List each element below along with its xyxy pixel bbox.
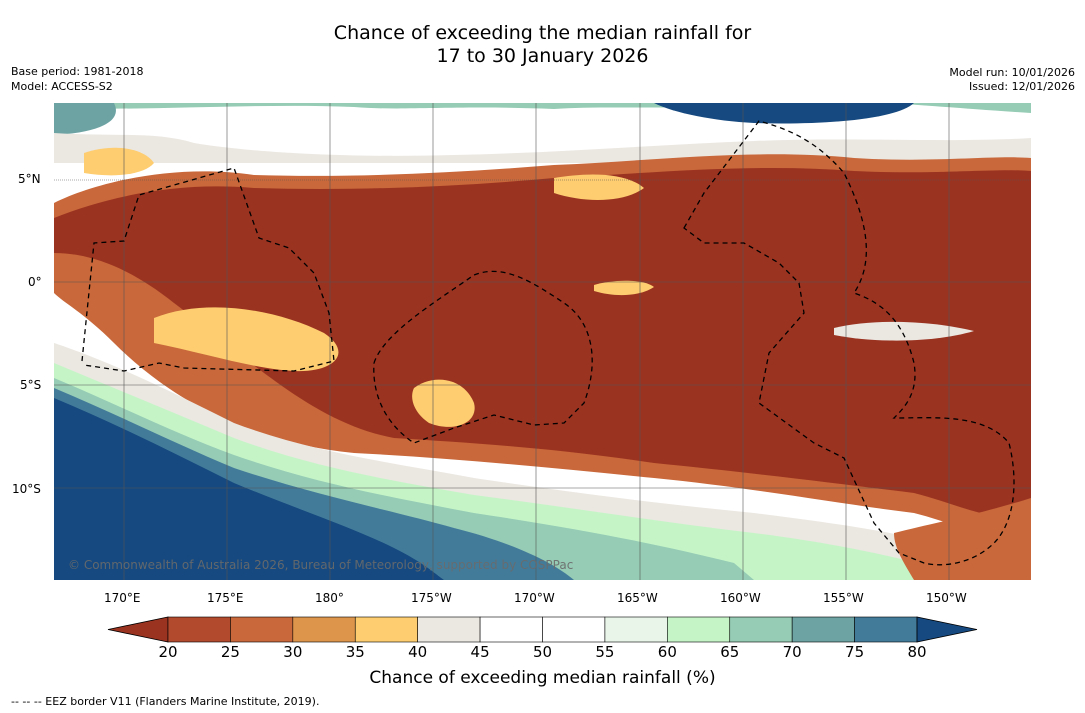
north-blue-patch [654,103,914,124]
colorbar-segment [604,616,668,643]
lon-label-160w: 160°W [720,591,761,605]
rainfall-map [54,103,1031,580]
map-title-line2: 17 to 30 January 2026 [436,45,649,67]
colorbar-segment [479,616,543,643]
lon-label-165w: 165°W [617,591,658,605]
colorbar-segment [354,616,418,643]
colorbar-segment [292,616,356,643]
colorbar-segment [729,616,793,643]
south-blue-band [54,398,444,580]
eez-borders [81,120,1015,566]
colorbar-segment [542,616,606,643]
colorbar-tick-label: 65 [720,643,740,661]
lon-label-150w: 150°W [926,591,967,605]
lat-label-5s: 5°S [20,378,42,392]
colorbar-tick-label: 25 [220,643,240,661]
lon-label-175w: 175°W [411,591,452,605]
colorbar-tick-label: 75 [845,643,865,661]
colorbar [107,616,978,643]
colorbar-segment [854,616,918,643]
gridlines [54,103,1031,580]
yellow-patch-equator [594,280,654,296]
colorbar-extend-low [107,616,169,643]
colorbar-tick-label: 35 [345,643,365,661]
lon-label-175e: 175°E [207,591,244,605]
copyright-note: © Commonwealth of Australia 2026, Bureau… [68,558,574,572]
colorbar-tick-label: 55 [595,643,615,661]
lon-label-180: 180° [315,591,344,605]
yellow-patch-west [154,307,339,372]
colorbar-tick-label: 60 [657,643,677,661]
lon-label-170e: 170°E [104,591,141,605]
lat-label-10s: 10°S [12,482,41,496]
light-patch-east [834,321,974,341]
rainfall-map-svg [54,103,1031,580]
eez-footnote: -- -- -- EEZ border V11 (Flanders Marine… [11,695,320,708]
colorbar-segment [230,616,294,643]
north-west-patch [54,103,116,135]
base-period: Base period: 1981-2018 [11,65,144,78]
colorbar-segment [667,616,731,643]
yellow-patch-northwest [84,147,154,176]
yellow-patch-north [554,174,644,200]
south-east-orange-patch [894,498,1031,580]
yellow-patch-central [412,379,475,427]
lon-label-155w: 155°W [823,591,864,605]
issued-date: Issued: 12/01/2026 [968,80,1075,93]
colorbar-tick-label: 45 [470,643,490,661]
colorbar-tick-label: 50 [532,643,553,661]
colorbar-extend-high [916,616,978,643]
lat-label-5n: 5°N [18,172,41,186]
colorbar-tick-label: 80 [907,643,927,661]
colorbar-tick-label: 20 [158,643,178,661]
map-title-line1: Chance of exceeding the median rainfall … [333,22,752,44]
north-green-band [54,103,1031,113]
lon-label-170w: 170°W [514,591,555,605]
colorbar-tick-label: 70 [782,643,802,661]
colorbar-segment [167,616,231,643]
colorbar-tick-label: 40 [408,643,428,661]
model-run: Model run: 10/01/2026 [949,66,1075,79]
model-name: Model: ACCESS-S2 [11,80,113,93]
dry-band-core [54,168,1031,519]
colorbar-segment [417,616,481,643]
colorbar-tick-label: 30 [283,643,303,661]
colorbar-label: Chance of exceeding median rainfall (%) [369,668,716,688]
lat-label-0: 0° [28,275,42,289]
colorbar-segment [791,616,855,643]
